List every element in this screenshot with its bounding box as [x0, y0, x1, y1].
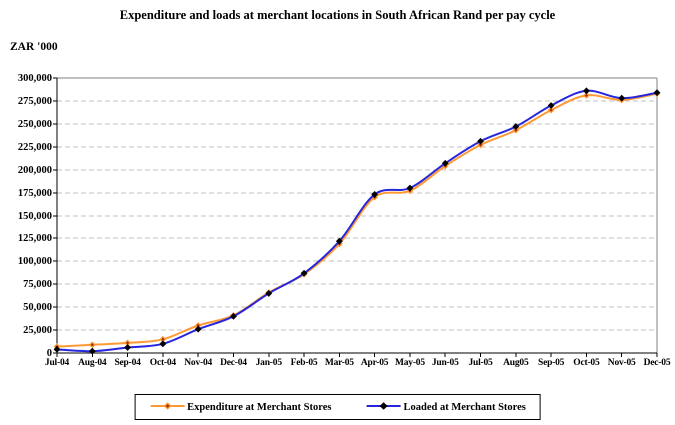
x-axis-label: Jul-04	[44, 358, 70, 368]
chart-title: Expenditure and loads at merchant locati…	[119, 8, 556, 22]
data-point-marker-core	[90, 343, 94, 347]
x-axis-label: Mar-05	[324, 358, 354, 368]
y-axis-label: 100,000	[17, 256, 52, 267]
x-axis-label: Sep-05	[537, 358, 565, 368]
y-axis-label: 0	[46, 348, 52, 359]
data-point-marker	[124, 344, 131, 351]
x-axis-label: Aug05	[503, 358, 529, 368]
y-axis-label: 225,000	[17, 142, 52, 153]
y-axis-label: 250,000	[17, 119, 52, 130]
data-point-marker	[88, 347, 96, 355]
data-point-marker-core	[161, 337, 165, 341]
data-point-marker	[335, 237, 343, 245]
loaded-line-marker-icon	[365, 398, 401, 416]
x-axis-label: Aug-04	[78, 358, 107, 368]
y-axis-unit-label: ZAR '000	[10, 41, 58, 53]
y-axis-label: 125,000	[17, 233, 52, 244]
x-axis-label: Sep-04	[114, 358, 141, 368]
data-point-marker	[653, 89, 661, 97]
data-point-marker-core	[514, 128, 518, 132]
y-axis-label: 150,000	[17, 211, 52, 222]
x-axis-label: Nov-04	[184, 358, 213, 368]
expenditure-line-marker-icon	[149, 398, 185, 416]
data-point-marker	[53, 345, 61, 353]
series-line-loaded	[56, 89, 658, 353]
y-axis-label: 300,000	[17, 73, 52, 84]
data-point-marker-core	[549, 108, 553, 112]
data-point-marker	[512, 123, 520, 130]
x-axis-label: May-05	[394, 358, 425, 368]
x-axis-label: Nov-05	[607, 358, 636, 368]
legend-label-expenditure: Expenditure at Merchant Stores	[187, 401, 332, 413]
data-point-marker	[583, 87, 590, 95]
x-axis-label: Apr-05	[360, 358, 389, 368]
data-point-marker	[265, 290, 273, 297]
data-point-marker	[477, 137, 484, 145]
data-point-marker	[618, 94, 626, 102]
data-point-marker	[406, 184, 414, 192]
y-axis-label: 50,000	[23, 302, 52, 313]
data-point-marker-core	[584, 93, 589, 98]
data-point-marker-core	[196, 323, 200, 328]
y-axis-label: 175,000	[17, 188, 52, 199]
y-axis-label: 75,000	[23, 279, 52, 290]
series-line-expenditure	[56, 92, 658, 348]
data-point-marker	[441, 159, 449, 167]
data-point-marker-core	[478, 143, 483, 147]
x-axis-label: Jan-05	[255, 358, 282, 368]
legend-item-expenditure: Expenditure at Merchant Stores	[149, 398, 331, 416]
x-axis-label: Jul-05	[468, 358, 493, 368]
legend: Expenditure at Merchant Stores Loaded at…	[134, 394, 541, 420]
x-axis-label: Jun-05	[431, 358, 459, 368]
data-point-marker	[300, 269, 308, 277]
x-axis-label: Dec-04	[220, 358, 247, 368]
data-point-marker	[230, 312, 237, 320]
data-point-marker	[371, 191, 379, 198]
x-axis-label: Dec-05	[643, 358, 671, 368]
data-point-marker	[159, 340, 167, 348]
y-axis-label: 25,000	[23, 325, 52, 336]
legend-label-loaded: Loaded at Merchant Stores	[403, 401, 526, 413]
legend-item-loaded: Loaded at Merchant Stores	[365, 398, 526, 416]
x-axis-label: Oct-04	[149, 358, 176, 368]
data-point-marker	[194, 325, 202, 333]
x-axis-label: Feb-05	[290, 358, 318, 368]
y-axis-label: 275,000	[17, 96, 52, 107]
data-point-marker-core	[125, 341, 130, 345]
x-axis-label: Oct-05	[573, 358, 600, 368]
data-point-marker	[547, 102, 555, 109]
y-axis-label: 200,000	[17, 165, 52, 176]
